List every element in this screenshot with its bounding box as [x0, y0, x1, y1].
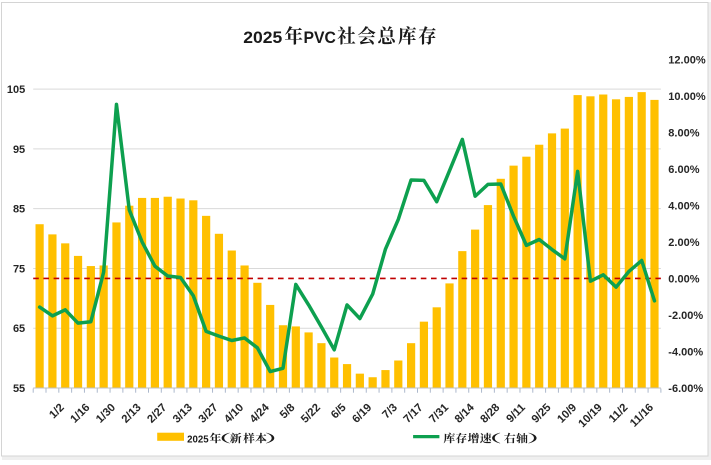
svg-text:PVC: PVC [304, 28, 336, 47]
svg-text:8.00%: 8.00% [668, 127, 699, 139]
svg-text:85: 85 [13, 204, 25, 216]
svg-text:10.00%: 10.00% [668, 91, 706, 103]
svg-text:-2.00%: -2.00% [668, 310, 703, 322]
svg-text:2025: 2025 [187, 434, 209, 445]
svg-text:-4.00%: -4.00% [668, 347, 703, 359]
svg-text:-6.00%: -6.00% [668, 383, 703, 395]
svg-text:55: 55 [13, 383, 25, 395]
svg-text:75: 75 [13, 263, 25, 275]
svg-text:2025: 2025 [243, 28, 282, 47]
svg-text:105: 105 [7, 84, 25, 96]
svg-text:12.00%: 12.00% [668, 54, 706, 66]
svg-text:95: 95 [13, 144, 25, 156]
svg-text:6.00%: 6.00% [668, 164, 699, 176]
svg-text:4.00%: 4.00% [668, 200, 699, 212]
svg-text:0.00%: 0.00% [668, 274, 699, 286]
svg-text:65: 65 [13, 323, 25, 335]
svg-text:2.00%: 2.00% [668, 237, 699, 249]
